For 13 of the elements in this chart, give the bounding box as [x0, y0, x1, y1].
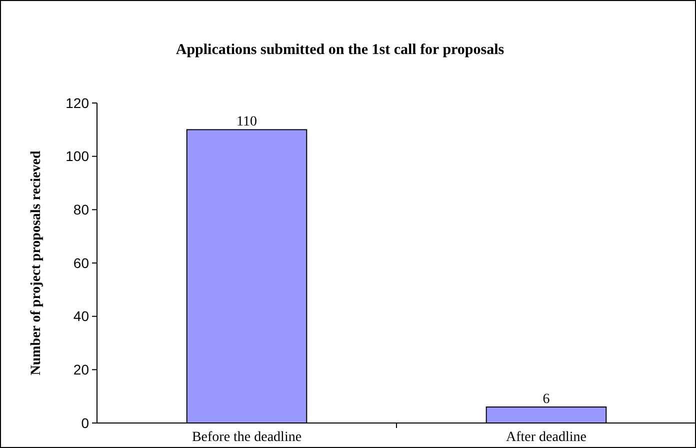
x-tick-label: After deadline	[506, 430, 586, 445]
data-label: 110	[236, 114, 257, 130]
y-tick-label: 120	[66, 94, 90, 111]
y-tick-label: 60	[73, 254, 90, 271]
y-tick-label: 80	[73, 202, 90, 218]
y-tick-label: 20	[73, 362, 90, 378]
y-tick-label: 0	[81, 414, 90, 431]
x-tick-label: Before the deadline	[192, 430, 302, 445]
y-axis-title: Number of project proposals recieved	[29, 150, 44, 376]
y-tick-label: 100	[66, 148, 90, 164]
data-label: 6	[542, 392, 550, 407]
y-tick-label: 40	[73, 308, 90, 324]
chart-title: Applications submitted on the 1st call for proposals	[176, 42, 504, 58]
